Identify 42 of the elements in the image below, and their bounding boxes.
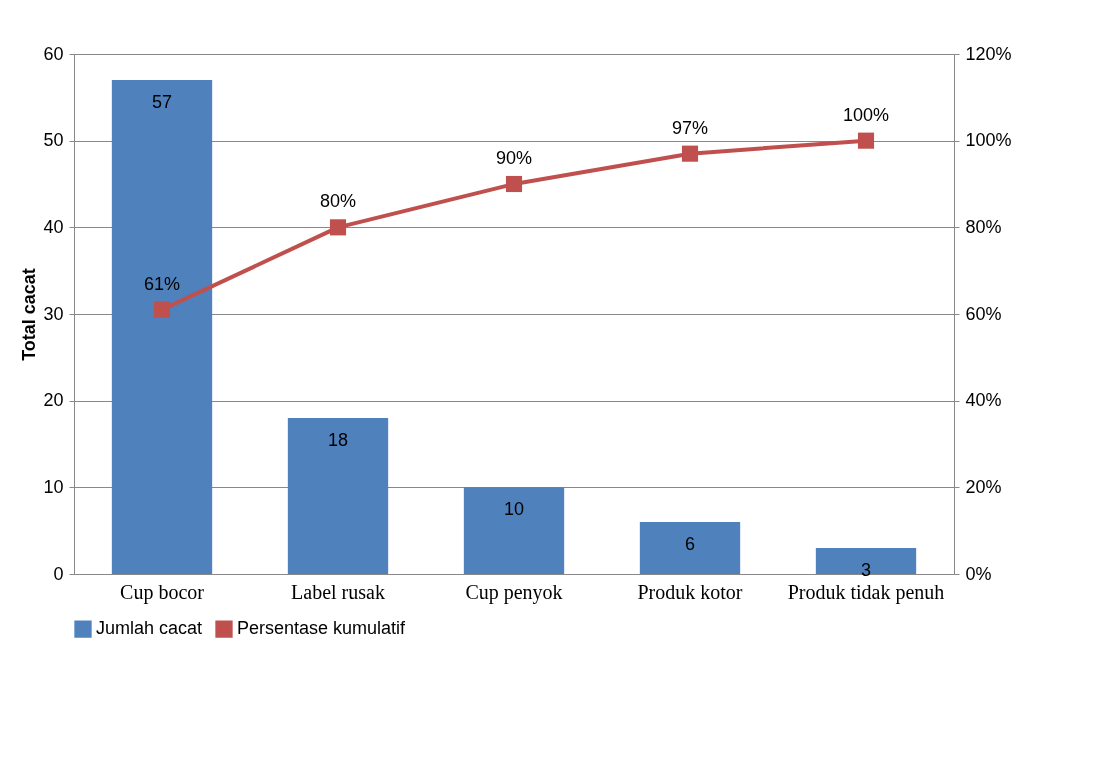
y2-tick-label: 20%: [965, 476, 1002, 497]
point: [329, 219, 347, 236]
y2-tick-label: 40%: [965, 390, 1002, 411]
x-tick-label: Produk kotor: [637, 580, 743, 603]
data-label: 97%: [671, 117, 709, 138]
data-label: 3: [860, 560, 872, 580]
point: [681, 145, 699, 162]
y-tick-label: 50: [43, 130, 64, 151]
bar: [463, 487, 565, 574]
data-label: 6: [684, 534, 696, 554]
y2-tick-label: 60%: [965, 303, 1002, 324]
x-tick-label: Cup penyok: [465, 580, 563, 604]
bar: [815, 548, 917, 574]
x-tick-label: Cup bocor: [120, 580, 205, 604]
y-tick-label: 40: [43, 216, 64, 237]
point: [505, 175, 523, 193]
y-tick-label: 20: [43, 390, 64, 411]
bar: [287, 418, 389, 574]
x-tick-label: Produk tidak penuh: [787, 580, 945, 604]
x-tick-label: Label rusak: [291, 580, 385, 603]
legend-label: Persentase kumulatif: [237, 618, 407, 639]
bar: [639, 522, 741, 574]
y-tick-label: 0: [53, 563, 64, 584]
y-tick-label: 60: [43, 43, 64, 64]
data-label: 61%: [143, 273, 181, 294]
data-label: 100%: [842, 104, 890, 125]
data-label: 10: [503, 499, 525, 520]
y2-tick-label: 0%: [965, 563, 992, 584]
legend-label: Jumlah cacat: [96, 618, 203, 639]
data-label: 80%: [319, 191, 357, 212]
y-axis-title: Total cacat: [19, 268, 40, 361]
data-label: 57: [151, 92, 173, 112]
data-label: 90%: [495, 148, 533, 168]
data-label: 18: [327, 430, 349, 450]
y2-tick-label: 80%: [965, 216, 1002, 237]
y2-tick-label: 100%: [965, 130, 1012, 151]
y2-tick-label: 120%: [965, 43, 1012, 64]
y-tick-label: 10: [43, 476, 64, 497]
bar: [111, 80, 213, 574]
y-tick-label: 30: [43, 303, 64, 324]
point: [153, 301, 171, 318]
point: [857, 132, 875, 149]
